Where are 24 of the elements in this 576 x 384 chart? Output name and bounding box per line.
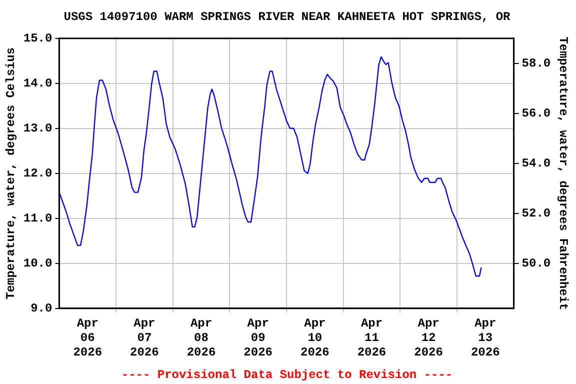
y-tick-label: 14.0 <box>23 76 52 90</box>
x-tick-label: Apr 12 2026 <box>414 316 443 360</box>
y2-tick-label: 56.0 <box>522 106 551 120</box>
x-tick-label: Apr 07 2026 <box>130 316 159 360</box>
x-tick-label: Apr 06 2026 <box>73 316 102 360</box>
y-tick-label: 12.0 <box>23 166 52 180</box>
x-tick-label: Apr 09 2026 <box>244 316 272 360</box>
text: ---- Provisional Data Subject to Revision ---- <box>121 368 453 382</box>
y-tick-label: 11.0 <box>23 211 52 226</box>
y-tick-label: 13.0 <box>23 121 52 136</box>
x-tick-label: Apr 13 2026 <box>470 316 500 360</box>
x-tick-label: Apr 08 2026 <box>186 316 216 360</box>
y2-axis-title: Temperature, water, degrees Fahrenheit <box>556 36 570 310</box>
chart-title: USGS 14097100 WARM SPRINGS RIVER NEAR KAHNEETA HOT SPRINGS, OR <box>64 10 512 24</box>
y-tick-label: 15.0 <box>23 31 52 46</box>
y2-tick-label: 52.0 <box>522 206 551 220</box>
y-axis-title: Temperature, water, degrees Celsius <box>4 47 18 300</box>
y2-tick-label: 54.0 <box>522 156 551 170</box>
y2-tick-label: 50.0 <box>522 256 551 270</box>
y2-tick-label: 58.0 <box>522 56 551 70</box>
x-tick-label: Apr 10 2026 <box>300 316 330 360</box>
y-tick-label: 9.0 <box>30 301 52 316</box>
x-tick-label: Apr 11 2026 <box>357 316 386 360</box>
y-tick-label: 10.0 <box>23 256 52 270</box>
